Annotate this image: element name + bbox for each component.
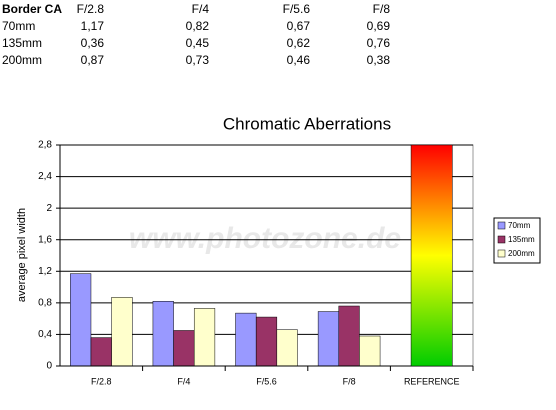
x-tick-label: F/5.6	[256, 376, 277, 386]
bar	[173, 330, 195, 367]
table-cell: 200mm	[2, 53, 42, 67]
legend-swatch	[497, 235, 506, 244]
x-tick-label: F/8	[343, 376, 356, 386]
bar	[317, 311, 340, 367]
bar	[70, 273, 92, 367]
table-header: F/2.8	[77, 2, 105, 16]
bar	[152, 301, 174, 367]
x-tick-label: REFERENCE	[404, 376, 460, 386]
watermark: www.photozone.de	[129, 222, 401, 255]
bar	[359, 335, 381, 367]
table-cell: 0,36	[81, 36, 105, 50]
table-header: F/4	[192, 2, 210, 16]
bar	[111, 297, 133, 367]
table-cell: 0,73	[186, 53, 210, 67]
table-cell: 135mm	[2, 36, 42, 50]
y-tick-label: 2,4	[38, 171, 52, 182]
y-tick-label: 1,6	[38, 234, 52, 245]
table-header: F/5.6	[283, 2, 311, 16]
y-tick-label: 0,8	[38, 297, 52, 308]
bar	[235, 312, 257, 367]
bar	[338, 305, 360, 367]
table-cell: 0,82	[186, 19, 210, 33]
bar	[255, 316, 278, 367]
legend-label: 200mm	[508, 249, 535, 258]
y-tick-label: 2,8	[38, 140, 52, 151]
legend-swatch	[497, 221, 506, 230]
table-cell: 0,62	[287, 36, 311, 50]
y-tick-label: 1,2	[38, 266, 52, 277]
legend-swatch	[497, 249, 506, 258]
bar	[276, 329, 298, 367]
x-tick-label: F/4	[177, 376, 190, 386]
y-axis-label: average pixel width	[16, 208, 28, 302]
bar	[193, 308, 216, 367]
table-cell: 0,87	[81, 53, 105, 67]
bar	[90, 337, 112, 367]
x-tick-label: F/2.8	[91, 376, 112, 386]
reference-bar	[410, 144, 453, 367]
table-cell: 0,45	[186, 36, 210, 50]
table-cell: 1,17	[81, 19, 105, 33]
y-tick-label: 0,4	[38, 329, 52, 340]
legend-label: 135mm	[508, 235, 535, 244]
table-cell: 70mm	[2, 19, 35, 33]
table-cell: 0,46	[287, 53, 311, 67]
legend-label: 70mm	[508, 221, 531, 230]
y-tick-label: 2	[46, 203, 52, 214]
chart-title: Chromatic Aberrations	[223, 114, 391, 133]
table-cell: 0,76	[367, 36, 391, 50]
table-header: F/8	[373, 2, 391, 16]
table-header: Border CA	[2, 2, 62, 16]
y-tick-label: 0	[46, 361, 52, 372]
table-cell: 0,38	[367, 53, 391, 67]
table-cell: 0,67	[287, 19, 311, 33]
table-cell: 0,69	[367, 19, 391, 33]
